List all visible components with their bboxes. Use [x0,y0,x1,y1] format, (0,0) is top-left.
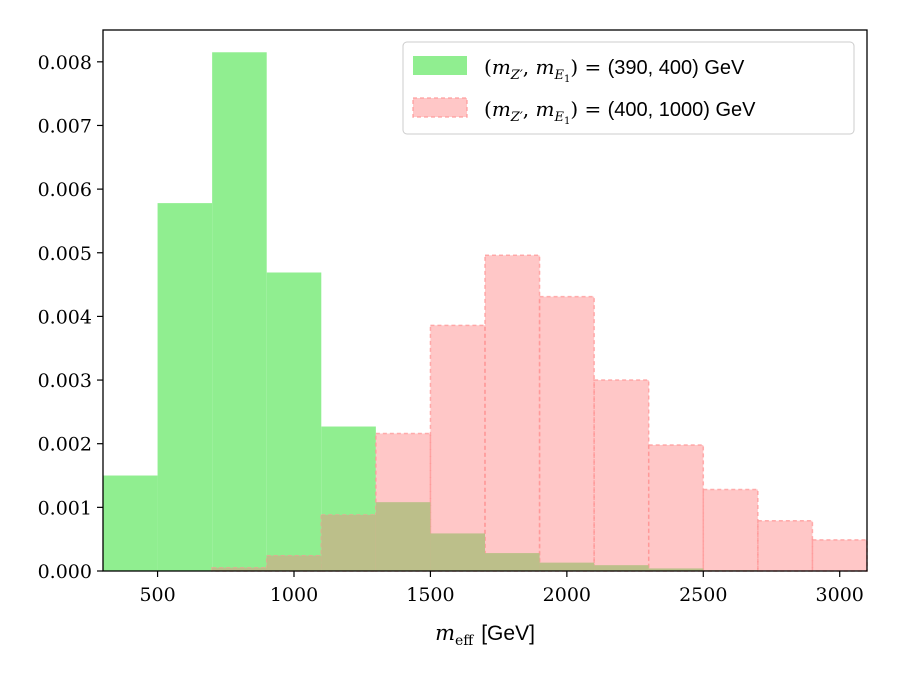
x-tick-label: 3000 [816,584,864,606]
y-tick-label: 0.008 [38,52,92,74]
bar-red [647,444,705,572]
x-tick-label: 1500 [406,584,454,606]
y-tick-label: 0.006 [38,179,92,201]
y-tick-label: 0.003 [38,370,92,392]
y-tick-label: 0.007 [38,115,92,137]
bar-red [757,519,814,572]
y-tick-label: 0.001 [38,497,92,519]
legend-masses-red: (400, 1000) GeV [608,99,757,121]
legend-swatch-red [412,97,468,118]
legend: (mZ′, mE1) = (390, 400) GeV (mZ′, mE1) =… [402,41,855,135]
bar-overlap [485,553,540,571]
bar-overlap [539,562,595,571]
bar-red [593,379,650,572]
bar-green [157,203,213,571]
y-tick-label: 0.005 [38,243,92,265]
bar-red [484,254,541,572]
x-tick-label: 500 [139,584,175,606]
x-axis-label: meff [GeV] [435,621,535,649]
bar-red [538,295,595,572]
x-axis-label-sub: eff [455,633,474,649]
bar-red [811,539,868,572]
bar-green [212,52,267,571]
y-tick-label: 0.004 [38,306,92,328]
x-tick-label: 2000 [543,584,591,606]
bar-overlap [266,555,322,571]
bar-overlap [212,567,267,571]
bar-overlap [594,565,649,571]
x-tick-label: 1000 [270,584,318,606]
legend-entry-red: (mZ′, mE1) = (400, 1000) GeV [484,97,756,127]
plot-frame [102,29,868,572]
bar-green [266,272,322,571]
bar-green [103,475,158,571]
legend-entry-green: (mZ′, mE1) = (390, 400) GeV [484,55,745,85]
bar-overlap [321,514,376,571]
legend-swatch-green [413,56,467,75]
overlap-bars [212,502,758,571]
bar-overlap [430,533,485,571]
y-axis-ticks: 0.000 0.001 0.002 0.003 0.004 0.005 0.006 0.007… [38,52,103,583]
bar-red [702,488,759,572]
x-axis-label-main: m [435,621,455,645]
x-axis-ticks: 500 1000 1500 2000 2500 3000 [139,571,864,606]
bar-overlap [375,502,431,571]
y-tick-label: 0.000 [38,561,92,583]
y-tick-label: 0.002 [38,434,92,456]
bar-overlap [648,568,704,571]
legend-box [402,41,855,135]
x-axis-label-unit: [GeV] [481,622,535,645]
x-tick-label: 2500 [679,584,727,606]
legend-masses-green: (390, 400) GeV [608,57,745,79]
